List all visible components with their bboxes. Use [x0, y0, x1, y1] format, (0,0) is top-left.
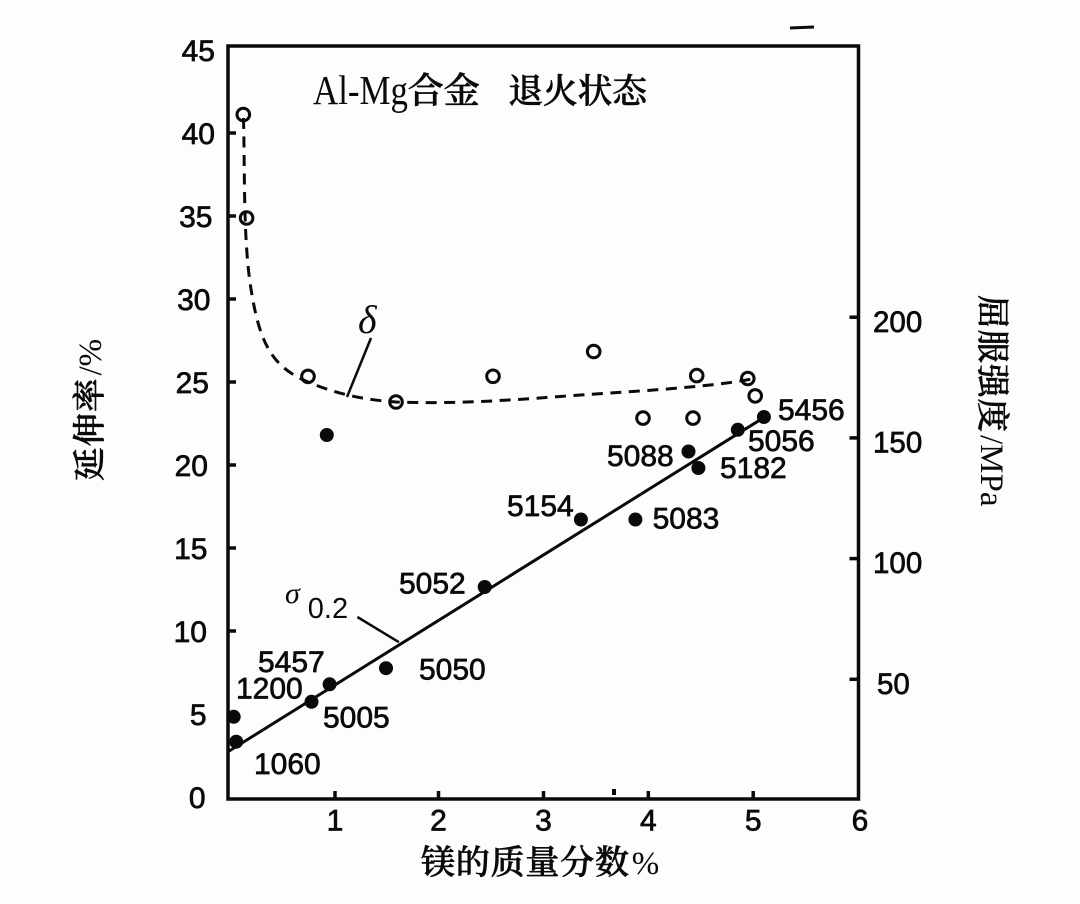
svg-text:0: 0	[189, 782, 206, 815]
svg-text:1060: 1060	[254, 748, 321, 781]
svg-text:Al-Mg: Al-Mg	[313, 67, 408, 113]
svg-text:1200: 1200	[236, 672, 303, 705]
svg-text:1: 1	[327, 805, 344, 838]
svg-text:3: 3	[535, 805, 552, 838]
svg-text:0.2: 0.2	[308, 593, 348, 625]
svg-text:200: 200	[873, 306, 922, 339]
svg-text:10: 10	[174, 616, 207, 649]
svg-text:45: 45	[182, 35, 215, 68]
svg-text:5052: 5052	[399, 568, 466, 601]
svg-text:5456: 5456	[778, 394, 845, 427]
svg-text:40: 40	[182, 118, 215, 151]
svg-text:35: 35	[179, 201, 212, 234]
svg-text:%: %	[632, 846, 660, 882]
svg-text:/%: /%	[73, 339, 109, 376]
svg-text:100: 100	[873, 547, 922, 580]
svg-text:σ: σ	[285, 577, 301, 610]
svg-text:5050: 5050	[419, 654, 486, 687]
svg-text:5457: 5457	[258, 646, 325, 679]
svg-text:/MPa: /MPa	[973, 435, 1009, 507]
svg-text:5088: 5088	[607, 440, 674, 473]
svg-text:4: 4	[640, 805, 657, 838]
svg-text:20: 20	[175, 450, 208, 483]
svg-text:30: 30	[177, 284, 210, 317]
svg-text:5: 5	[745, 805, 762, 838]
svg-text:15: 15	[174, 533, 207, 566]
svg-text:150: 150	[873, 427, 922, 460]
svg-text:50: 50	[877, 668, 910, 701]
svg-text:6: 6	[852, 805, 869, 838]
svg-text:2: 2	[430, 805, 447, 838]
svg-text:5154: 5154	[507, 490, 574, 523]
svg-text:5182: 5182	[720, 452, 787, 485]
svg-text:δ: δ	[358, 297, 378, 342]
svg-text:5005: 5005	[323, 702, 390, 735]
svg-text:5056: 5056	[748, 425, 815, 458]
svg-text:25: 25	[176, 367, 209, 400]
svg-text:5: 5	[190, 699, 207, 732]
svg-text:5083: 5083	[653, 503, 720, 536]
